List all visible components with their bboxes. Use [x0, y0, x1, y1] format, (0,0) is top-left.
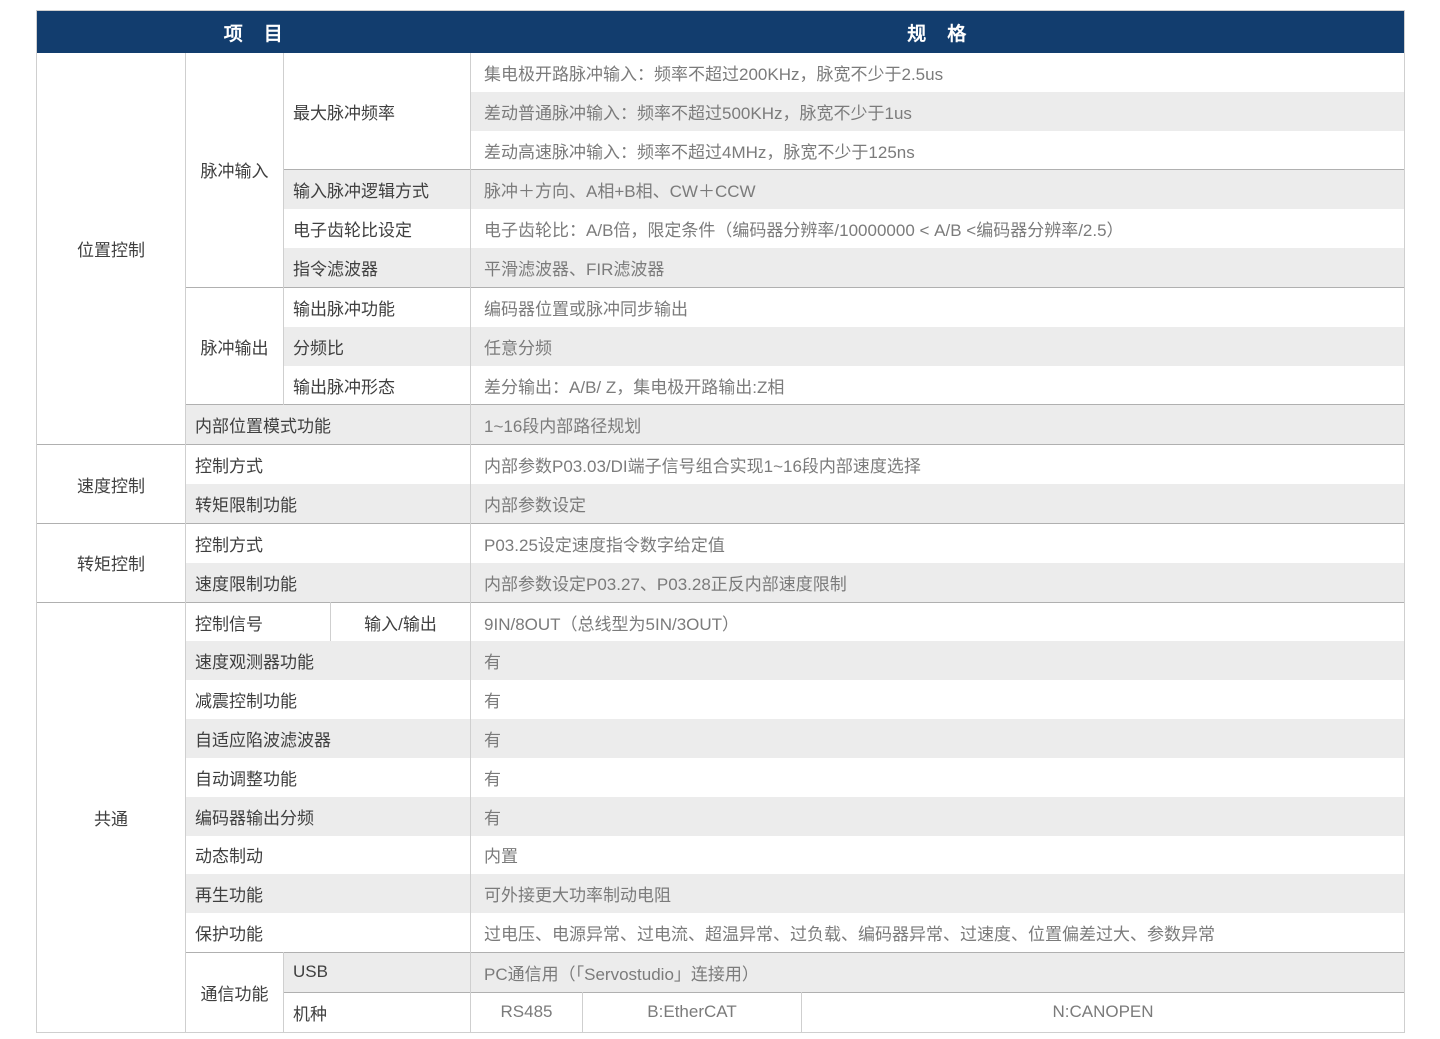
cell-label: 保护功能 [184, 913, 472, 953]
cell-value: P03.25设定速度指令数字给定值 [470, 522, 1406, 563]
cell-value: 电子齿轮比：A/B倍，限定条件（编码器分辨率/10000000 < A/B <编… [470, 209, 1406, 249]
cell-value: 9IN/8OUT（总线型为5IN/3OUT） [470, 601, 1406, 642]
cell-label: 机种 [282, 991, 472, 1033]
table-row: 脉冲输出 输出脉冲功能 编码器位置或脉冲同步输出 [37, 286, 1406, 405]
cell-label: 最大脉冲频率 [282, 53, 472, 170]
table-header: 项 目 规 格 [36, 10, 1405, 53]
cell-subcat: 脉冲输出 [185, 286, 284, 405]
cell-value: 差动高速脉冲输入：频率不超过4MHz，脉宽不少于125ns [470, 130, 1406, 170]
cell-label: 自适应陷波滤波器 [184, 719, 472, 758]
cell-value: 1~16段内部路径规划 [470, 404, 1406, 445]
cell-category: 位置控制 [36, 53, 186, 445]
table-row: 指令滤波器 平滑滤波器、FIR滤波器 [37, 248, 1406, 288]
cell-value: 有 [470, 796, 1406, 836]
cell-label: 控制方式 [184, 444, 472, 485]
cell-category: 速度控制 [36, 444, 186, 524]
cell-value: PC通信用（「Servostudio」连接用） [470, 952, 1406, 993]
table-row: 保护功能 过电压、电源异常、过电流、超温异常、过负载、编码器异常、过速度、位置偏差… [37, 913, 1406, 953]
cell-labelc: 输入/输出 [329, 601, 472, 642]
table-row: 编码器输出分频有 [37, 796, 1406, 836]
cell-value: 任意分频 [470, 326, 1406, 366]
cell-category: 转矩控制 [36, 522, 186, 603]
table-body: 位置控制 脉冲输入 最大脉冲频率 集电极开路脉冲输入：频率不超过200KHz，脉宽不少… [36, 53, 1406, 1033]
cell-value: 脉冲＋方向、A相+B相、CW＋CCW [470, 169, 1406, 210]
table-row: 差动高速脉冲输入：频率不超过4MHz，脉宽不少于125ns [37, 130, 1406, 170]
table-row: 机种 RS485 B:EtherCAT N:CANOPEN [37, 991, 1406, 1033]
cell-valuec: B:EtherCAT [582, 991, 803, 1033]
spec-table: 项 目 规 格 位置控制 脉冲输入 最大脉冲频率 集电极开路脉冲输入：频率不超过200… [36, 10, 1406, 1033]
cell-valuec: N:CANOPEN [801, 991, 1406, 1033]
cell-label: 指令滤波器 [282, 248, 472, 288]
table-row: 电子齿轮比设定 电子齿轮比：A/B倍，限定条件（编码器分辨率/10000000 <… [37, 209, 1406, 249]
table-header-spec: 规 格 [470, 10, 1405, 53]
cell-value: 过电压、电源异常、过电流、超温异常、过负载、编码器异常、过速度、位置偏差过大、参… [470, 913, 1406, 953]
table-row: 转矩限制功能 内部参数设定 [37, 484, 1406, 524]
cell-label: 控制信号 [185, 601, 331, 642]
cell-category: 共通 [36, 601, 186, 1033]
table-row: 转矩控制 控制方式 P03.25设定速度指令数字给定值 [36, 522, 1406, 603]
table-row: 再生功能 可外接更大功率制动电阻 [37, 874, 1406, 914]
cell-label: 控制方式 [184, 522, 472, 563]
cell-value: 平滑滤波器、FIR滤波器 [470, 248, 1406, 288]
cell-value: 可外接更大功率制动电阻 [470, 874, 1406, 914]
table-row: 动态制动 内置 [37, 835, 1406, 875]
cell-value: 内置 [470, 835, 1406, 875]
cell-label: 减震控制功能 [184, 680, 472, 720]
table-row: 输出脉冲形态 差分输出：A/B/ Z，集电极开路输出:Z相 [37, 365, 1406, 405]
cell-label: 速度限制功能 [184, 562, 472, 603]
table-row: 速度观测器功能有 [37, 641, 1406, 681]
cell-value: 内部参数P03.03/DI端子信号组合实现1~16段内部速度选择 [470, 444, 1406, 485]
cell-label: 转矩限制功能 [184, 484, 472, 524]
table-row: 速度限制功能 内部参数设定P03.27、P03.28正反内部速度限制 [37, 562, 1406, 603]
cell-label: 电子齿轮比设定 [282, 209, 472, 249]
cell-label: 速度观测器功能 [184, 641, 472, 681]
table-row: 通信功能 USB PC通信用（「Servostudio」连接用） [37, 952, 1406, 1033]
cell-label: 编码器输出分频 [184, 796, 472, 836]
table-row: 自动调整功能有 [37, 757, 1406, 797]
cell-label: 再生功能 [184, 874, 472, 914]
table-row: 差动普通脉冲输入：频率不超过500KHz，脉宽不少于1us [37, 91, 1406, 131]
cell-value: 内部参数设定 [470, 484, 1406, 524]
cell-value: 有 [470, 719, 1406, 758]
table-header-item: 项 目 [36, 10, 471, 53]
table-row: 自适应陷波滤波器有 [37, 719, 1406, 758]
cell-subcat: 通信功能 [185, 952, 284, 1033]
cell-value: 差动普通脉冲输入：频率不超过500KHz，脉宽不少于1us [470, 91, 1406, 131]
cell-label: 内部位置模式功能 [184, 404, 472, 445]
cell-value: 编码器位置或脉冲同步输出 [470, 286, 1406, 327]
cell-label: 输出脉冲形态 [282, 365, 472, 405]
table-row: 内部位置模式功能 1~16段内部路径规划 [37, 404, 1406, 445]
cell-label: 自动调整功能 [184, 757, 472, 797]
table-row: 输入脉冲逻辑方式 脉冲＋方向、A相+B相、CW＋CCW [37, 169, 1406, 210]
cell-value: 内部参数设定P03.27、P03.28正反内部速度限制 [470, 562, 1406, 603]
cell-value: 有 [470, 757, 1406, 797]
cell-label: 输入脉冲逻辑方式 [282, 169, 472, 210]
cell-value: 有 [470, 641, 1406, 681]
cell-label: USB [282, 952, 472, 993]
table-row: 分频比 任意分频 [37, 326, 1406, 366]
table-row: 速度控制 控制方式 内部参数P03.03/DI端子信号组合实现1~16段内部速度选择 [36, 444, 1406, 524]
cell-value: 集电极开路脉冲输入：频率不超过200KHz，脉宽不少于2.5us [470, 53, 1406, 92]
table-header-row: 项 目 规 格 [36, 10, 1405, 53]
table-row: 减震控制功能有 [37, 680, 1406, 720]
table-row: 位置控制 脉冲输入 最大脉冲频率 集电极开路脉冲输入：频率不超过200KHz，脉宽不少… [36, 53, 1406, 445]
cell-value: 差分输出：A/B/ Z，集电极开路输出:Z相 [470, 365, 1406, 405]
cell-value: 有 [470, 680, 1406, 720]
cell-valuec: RS485 [470, 991, 584, 1033]
cell-label: 分频比 [282, 326, 472, 366]
cell-subcat: 脉冲输入 [185, 53, 284, 288]
cell-label: 输出脉冲功能 [282, 286, 472, 327]
cell-label: 动态制动 [184, 835, 472, 875]
table-row: 共通 控制信号 输入/输出 9IN/8OUT（总线型为5IN/3OUT） [36, 601, 1406, 1033]
